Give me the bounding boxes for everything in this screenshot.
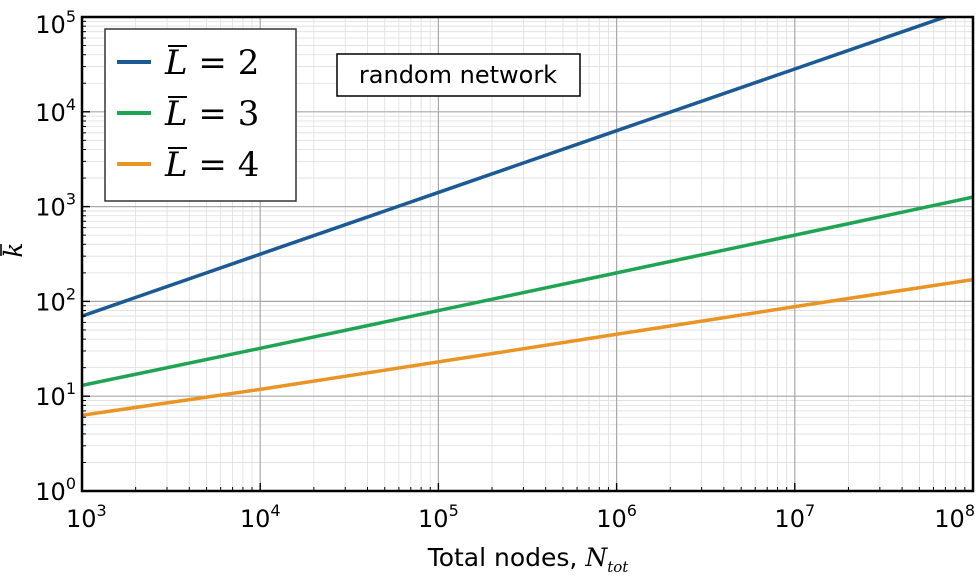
x-tick-base: 10 xyxy=(240,505,271,533)
legend-equals: = xyxy=(188,145,238,185)
legend-entry: L = 3 xyxy=(117,94,259,134)
legend-value: 3 xyxy=(238,94,260,134)
x-tick-base: 10 xyxy=(596,505,627,533)
legend: L = 2L = 3L = 4 xyxy=(104,28,297,202)
legend-value: 4 xyxy=(238,145,260,185)
series-line-L3 xyxy=(82,195,973,388)
y-tick-label: 100 xyxy=(35,474,76,506)
y-tick-exponent: 2 xyxy=(66,284,76,303)
legend-symbol: L xyxy=(164,145,188,185)
legend-equals: = xyxy=(188,94,238,134)
series-line-L4 xyxy=(82,277,973,417)
x-axis-label-text: Total nodes, xyxy=(427,543,586,572)
x-tick-label: 107 xyxy=(774,501,815,533)
x-tick-base: 10 xyxy=(418,505,449,533)
y-tick-exponent: 1 xyxy=(66,379,76,398)
y-tick-base: 10 xyxy=(35,288,66,316)
y-tick-base: 10 xyxy=(35,383,66,411)
x-tick-exponent: 8 xyxy=(965,501,975,520)
tick-marks xyxy=(81,16,974,492)
x-tick-base: 10 xyxy=(66,505,97,533)
legend-label: L = 4 xyxy=(164,145,259,185)
legend-label: L = 2 xyxy=(164,43,259,83)
y-axis-label: k xyxy=(0,242,28,257)
annotation-frame xyxy=(336,53,581,97)
x-tick-exponent: 3 xyxy=(97,501,107,520)
y-tick-base: 10 xyxy=(35,194,66,222)
y-tick-exponent: 3 xyxy=(66,190,76,209)
y-tick-base: 10 xyxy=(35,478,66,506)
y-tick-exponent: 0 xyxy=(66,474,76,493)
x-tick-exponent: 6 xyxy=(627,501,637,520)
y-tick-label: 104 xyxy=(35,95,76,127)
x-tick-base: 10 xyxy=(934,505,965,533)
y-tick-base: 10 xyxy=(35,99,66,127)
x-tick-exponent: 4 xyxy=(270,501,280,520)
legend-value: 2 xyxy=(238,43,260,83)
y-tick-label: 102 xyxy=(35,284,76,316)
legend-entry: L = 2 xyxy=(117,43,259,83)
x-axis-label-symbol: N xyxy=(584,543,608,572)
x-tick-label: 103 xyxy=(66,501,107,533)
annotation-text: random network xyxy=(359,61,557,89)
x-tick-labels: 103 104 105 106 107 108 xyxy=(66,501,975,533)
legend-equals: = xyxy=(188,43,238,83)
y-tick-label: 105 xyxy=(35,7,76,39)
x-tick-label: 106 xyxy=(596,501,637,533)
x-tick-label: 104 xyxy=(240,501,281,533)
x-tick-label: 108 xyxy=(934,501,975,533)
legend-entries: L = 2L = 3L = 4 xyxy=(117,43,259,185)
legend-symbol: L xyxy=(164,43,188,83)
y-tick-exponent: 5 xyxy=(66,7,76,26)
series-line-L2 xyxy=(82,17,951,318)
x-tick-base: 10 xyxy=(774,505,805,533)
x-axis-label: Total nodes, Ntot xyxy=(427,543,630,576)
legend-label: L = 3 xyxy=(164,94,259,134)
x-axis-label-subscript: tot xyxy=(607,558,629,576)
x-tick-label: 105 xyxy=(418,501,459,533)
x-tick-exponent: 5 xyxy=(449,501,459,520)
y-tick-base: 10 xyxy=(35,11,66,39)
legend-entry: L = 4 xyxy=(117,145,259,185)
y-tick-label: 101 xyxy=(35,379,76,411)
x-tick-exponent: 7 xyxy=(805,501,815,520)
y-axis-label-symbol: k xyxy=(0,242,28,257)
annotation-box: random network xyxy=(336,53,581,97)
legend-symbol: L xyxy=(164,94,188,134)
plot-frame xyxy=(80,15,975,493)
y-tick-exponent: 4 xyxy=(66,95,76,114)
series-layer xyxy=(82,17,973,417)
y-tick-label: 103 xyxy=(35,190,76,222)
